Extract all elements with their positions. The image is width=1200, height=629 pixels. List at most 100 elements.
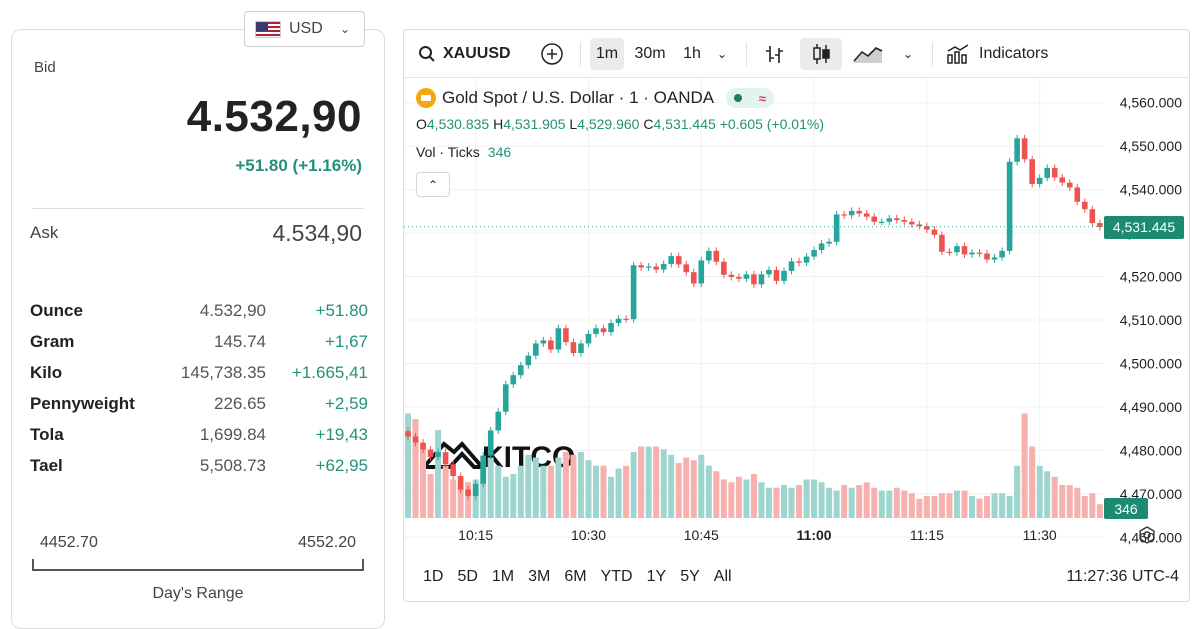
volume-bar bbox=[765, 487, 772, 518]
range-6m[interactable]: 6M bbox=[564, 568, 587, 585]
symbol-search[interactable]: XAUUSD bbox=[414, 38, 514, 70]
volume-bar bbox=[420, 446, 427, 518]
range-all[interactable]: All bbox=[713, 568, 732, 585]
candle-body bbox=[1097, 223, 1103, 227]
candlestick-icon bbox=[813, 44, 830, 64]
volume-bar bbox=[856, 485, 863, 518]
candle-body bbox=[1021, 138, 1028, 160]
candle-body bbox=[1051, 167, 1058, 178]
chevron-down-icon: ⌄ bbox=[902, 47, 914, 61]
price-chart-widget[interactable]: XAUUSD 1m 30m 1h ⌄ ⌄ Indicators 4,560.00… bbox=[403, 29, 1190, 602]
ohlc-bars-icon bbox=[766, 46, 783, 63]
currency-selector[interactable]: USD ⌄ bbox=[244, 11, 365, 47]
volume-bar bbox=[1096, 504, 1103, 518]
days-range-low: 4452.70 bbox=[40, 534, 98, 551]
candle-body bbox=[833, 214, 840, 242]
interval-dropdown[interactable]: ⌄ bbox=[710, 38, 734, 70]
volume-bar bbox=[593, 465, 599, 518]
price-tick-label: 4,550.000 bbox=[1120, 138, 1182, 154]
candle-body bbox=[886, 218, 893, 222]
volume-bar bbox=[938, 493, 945, 518]
volume-bar bbox=[660, 449, 667, 518]
candle-body bbox=[1044, 167, 1050, 178]
candle-body bbox=[713, 250, 720, 262]
candle-body bbox=[593, 328, 599, 334]
volume-bar bbox=[841, 485, 848, 518]
bar-chart-type-button[interactable] bbox=[756, 38, 792, 70]
range-3m[interactable]: 3M bbox=[528, 568, 551, 585]
interval-1h[interactable]: 1h bbox=[683, 45, 701, 62]
chart-type-dropdown[interactable]: ⌄ bbox=[896, 38, 920, 70]
market-status-pill[interactable]: ≈ bbox=[726, 88, 775, 108]
candle-body bbox=[773, 270, 780, 281]
candle-body bbox=[585, 333, 592, 344]
volume-bar bbox=[750, 474, 757, 518]
chevron-down-icon: ⌄ bbox=[716, 47, 728, 61]
candle-body bbox=[540, 340, 547, 344]
interval-30m[interactable]: 30m bbox=[634, 45, 666, 62]
volume-bar bbox=[908, 493, 915, 518]
close-label: C bbox=[643, 116, 654, 132]
volume-bar bbox=[969, 496, 975, 518]
range-ytd[interactable]: YTD bbox=[600, 568, 633, 585]
volume-bar bbox=[465, 482, 472, 518]
time-tick-label: 10:45 bbox=[684, 527, 719, 543]
interval-1m[interactable]: 1m bbox=[590, 38, 624, 70]
volume-bar bbox=[630, 452, 637, 518]
candles-chart-type-button[interactable] bbox=[800, 38, 842, 70]
volume-bar bbox=[1014, 465, 1021, 518]
volume-bar bbox=[623, 465, 630, 518]
area-chart-type-button[interactable] bbox=[848, 38, 888, 70]
candle-body bbox=[420, 442, 426, 450]
volume-bar bbox=[405, 413, 411, 518]
volume-bar bbox=[577, 452, 584, 518]
volume-bar bbox=[984, 496, 991, 518]
compare-button[interactable] bbox=[536, 38, 568, 70]
range-1m[interactable]: 1M bbox=[491, 568, 515, 585]
price-tick-label: 4,470.000 bbox=[1120, 486, 1182, 502]
time-range-buttons: 1D 5D 1M 3M 6M YTD 1Y 5Y All bbox=[423, 568, 732, 586]
range-5d[interactable]: 5D bbox=[457, 568, 478, 585]
volume-bar bbox=[502, 476, 509, 518]
candle-body bbox=[487, 430, 494, 456]
candle-body bbox=[916, 224, 923, 227]
volume-bar bbox=[450, 479, 457, 518]
volume-bar bbox=[961, 490, 968, 518]
volume-bar bbox=[1089, 493, 1096, 518]
volume-bar bbox=[615, 468, 622, 518]
time-tick-label: 11:30 bbox=[1023, 527, 1057, 543]
candle-body bbox=[924, 226, 930, 230]
indicators-button[interactable]: Indicators bbox=[942, 38, 1064, 70]
ask-label: Ask bbox=[30, 223, 59, 242]
volume-bar bbox=[1081, 496, 1088, 518]
candle-body bbox=[1089, 209, 1096, 224]
candle-body bbox=[525, 355, 532, 366]
candle-body bbox=[1066, 182, 1073, 188]
volume-bar bbox=[525, 454, 532, 518]
unit-price: 145,738.35 bbox=[180, 362, 266, 382]
unit-change: +62,95 bbox=[315, 455, 368, 475]
volume-bar bbox=[773, 487, 780, 518]
unit-price: 4.532,90 bbox=[199, 300, 266, 320]
candle-body bbox=[991, 257, 998, 260]
volume-bar bbox=[893, 487, 900, 518]
candle-body bbox=[442, 452, 449, 465]
range-5y[interactable]: 5Y bbox=[680, 568, 700, 585]
candle-body bbox=[480, 455, 486, 484]
candle-body bbox=[894, 218, 900, 221]
candle-body bbox=[878, 221, 885, 223]
price-tick-label: 4,540.000 bbox=[1120, 182, 1182, 198]
candle-body bbox=[811, 250, 817, 257]
days-range-high: 4552.20 bbox=[298, 534, 356, 551]
volume-bar bbox=[540, 465, 547, 518]
range-1d[interactable]: 1D bbox=[423, 568, 444, 585]
unit-change: +1.665,41 bbox=[291, 362, 368, 382]
volume-bar bbox=[675, 463, 682, 518]
days-range-label: Day's Range bbox=[152, 585, 244, 602]
settings-gear-icon[interactable] bbox=[1138, 526, 1156, 544]
candle-body bbox=[698, 260, 705, 284]
range-1y[interactable]: 1Y bbox=[646, 568, 667, 585]
candle-body bbox=[954, 246, 960, 253]
collapse-legend-button[interactable]: ⌃ bbox=[416, 172, 450, 197]
candle-body bbox=[781, 270, 787, 281]
